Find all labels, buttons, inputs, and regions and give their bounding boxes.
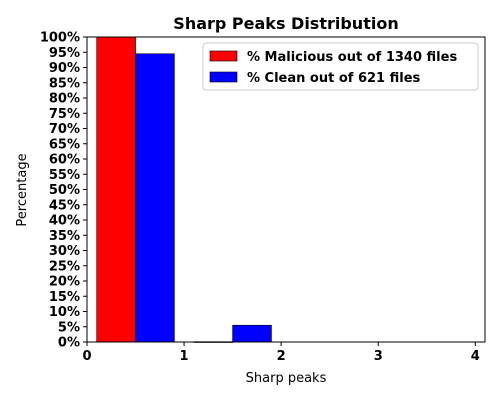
- bar-series2-x1: [232, 324, 272, 343]
- x-axis-label: Sharp peaks: [246, 371, 327, 386]
- y-tick-label: 20%: [49, 275, 80, 290]
- bars: [96, 36, 272, 343]
- y-tick-label: 45%: [49, 198, 80, 213]
- x-tick-label: 4: [471, 349, 480, 364]
- y-tick-label: 50%: [49, 183, 80, 198]
- legend-label-1: % Malicious out of 1340 files: [247, 50, 457, 65]
- y-tick-label: 15%: [49, 290, 80, 305]
- y-tick-label: 5%: [58, 320, 80, 335]
- y-tick-label: 85%: [49, 76, 80, 91]
- y-tick-label: 35%: [49, 229, 80, 244]
- x-tick-label: 1: [180, 349, 189, 364]
- legend-swatch-1: [209, 50, 238, 62]
- x-tick-label: 0: [82, 349, 91, 364]
- y-tick-label: 60%: [49, 153, 80, 168]
- y-ticks: 0%5%10%15%20%25%30%35%40%45%50%55%60%65%…: [40, 31, 87, 351]
- legend-swatch-2: [209, 71, 238, 83]
- y-axis-label: Percentage: [15, 153, 30, 226]
- y-tick-label: 70%: [49, 122, 80, 137]
- x-tick-label: 3: [374, 349, 383, 364]
- y-tick-label: 30%: [49, 244, 80, 259]
- y-tick-label: 10%: [49, 305, 80, 320]
- bar-series2-x0: [135, 53, 175, 343]
- y-tick-label: 65%: [49, 137, 80, 152]
- y-tick-label: 90%: [49, 61, 80, 76]
- y-tick-label: 100%: [40, 31, 80, 46]
- bar-series1-x0: [96, 36, 136, 343]
- y-tick-label: 95%: [49, 46, 80, 61]
- chart-title: Sharp Peaks Distribution: [173, 14, 398, 33]
- legend: % Malicious out of 1340 files % Clean out…: [202, 42, 479, 91]
- y-tick-label: 0%: [58, 336, 80, 351]
- y-tick-label: 25%: [49, 259, 80, 274]
- legend-label-2: % Clean out of 621 files: [247, 71, 421, 86]
- y-tick-label: 75%: [49, 107, 80, 122]
- y-tick-label: 55%: [49, 168, 80, 183]
- x-ticks: 0 1 2 3 4: [82, 342, 480, 364]
- x-tick-label: 2: [277, 349, 286, 364]
- y-tick-label: 80%: [49, 92, 80, 107]
- y-tick-label: 40%: [49, 214, 80, 229]
- legend-frame: [202, 42, 479, 91]
